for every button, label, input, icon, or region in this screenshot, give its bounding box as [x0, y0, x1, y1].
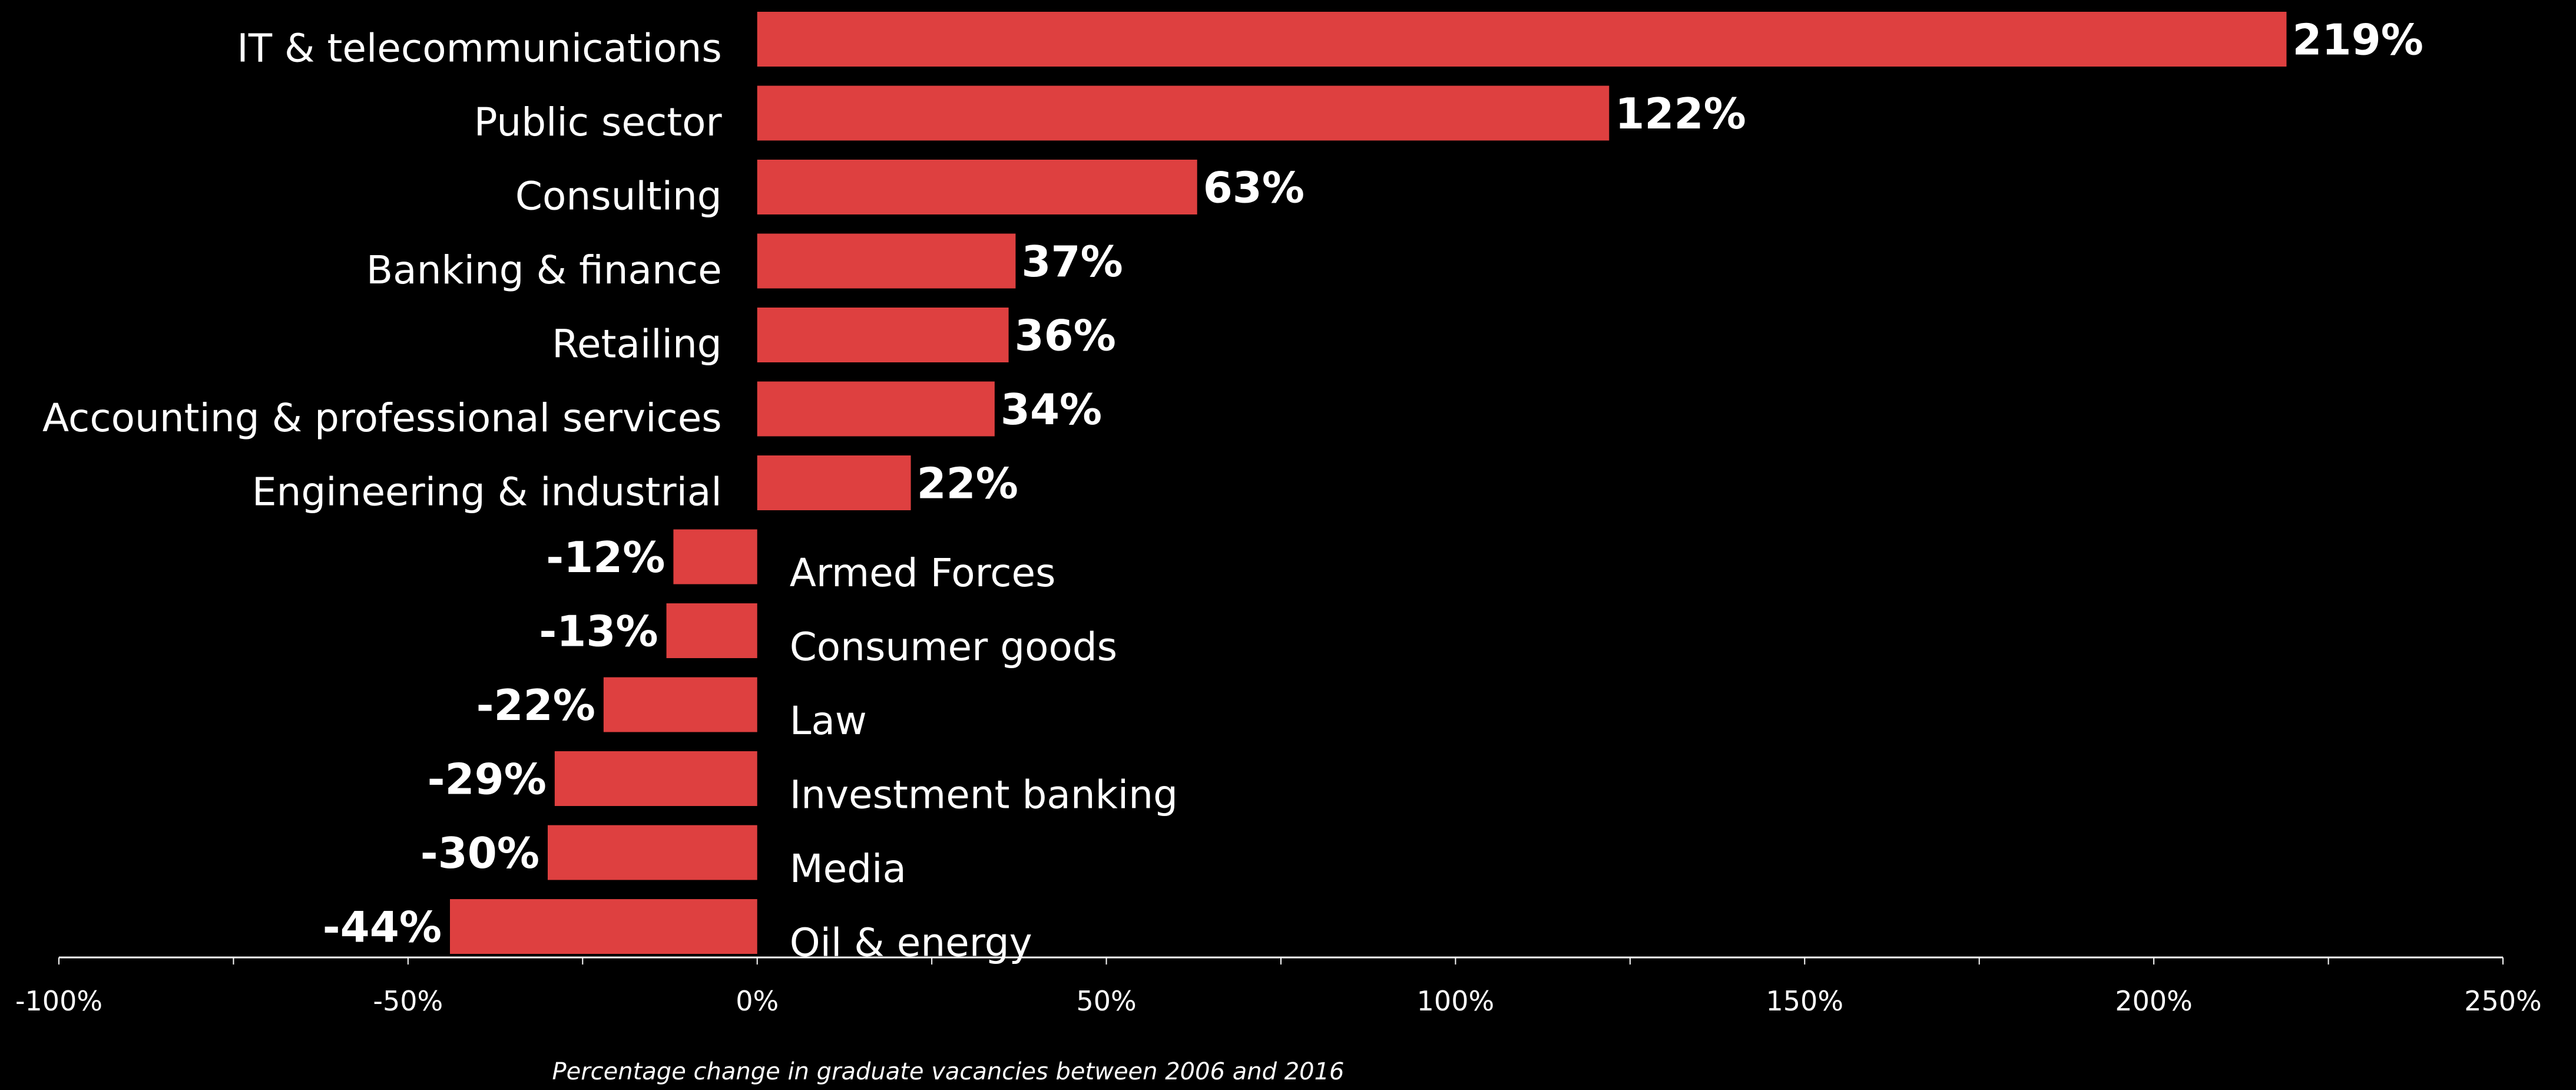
- bar-value-label: 63%: [1203, 163, 1304, 213]
- bar-value-label: 34%: [1001, 385, 1102, 434]
- x-tick-label: 100%: [1417, 985, 1495, 1017]
- category-label: Banking & finance: [366, 247, 722, 293]
- category-label: IT & telecommunications: [237, 26, 721, 71]
- bar-value-label: 22%: [917, 459, 1018, 508]
- category-label: Media: [790, 846, 906, 891]
- bar: [757, 160, 1197, 214]
- bar-value-label: 36%: [1015, 311, 1116, 361]
- category-label: Law: [790, 698, 867, 744]
- bar-value-label: 37%: [1021, 237, 1123, 286]
- bar-value-label: -44%: [323, 903, 442, 952]
- bar: [757, 455, 911, 510]
- x-tick-label: 250%: [2464, 985, 2542, 1017]
- x-axis-ticks: -100% -50% 0% 50% 100% 150% 200% 250%: [15, 957, 2542, 1017]
- x-axis-title: Percentage change in graduate vacancies …: [552, 1058, 1344, 1085]
- bar-value-label: 122%: [1615, 89, 1746, 138]
- bar-value-label: -12%: [546, 533, 665, 582]
- bar: [757, 381, 995, 437]
- bar: [673, 529, 757, 584]
- bar: [554, 751, 757, 806]
- bar: [450, 899, 757, 954]
- bar: [757, 85, 1610, 141]
- category-label: Accounting & professional services: [42, 395, 722, 441]
- bar-value-label: -29%: [428, 755, 547, 804]
- x-tick-label: 150%: [1766, 985, 1844, 1017]
- category-label: Engineering & industrial: [252, 470, 722, 515]
- bar: [757, 233, 1016, 289]
- bar-value-label: -30%: [420, 828, 539, 878]
- category-label: Consulting: [515, 174, 722, 219]
- bar-value-label: -22%: [476, 681, 595, 730]
- bar: [548, 825, 757, 880]
- x-tick-label: 200%: [2115, 985, 2193, 1017]
- category-label: Public sector: [474, 100, 723, 145]
- category-label: Investment banking: [790, 772, 1178, 818]
- x-tick-label: 0%: [736, 985, 779, 1017]
- category-label: Oil & energy: [790, 920, 1032, 966]
- x-tick-label: 50%: [1076, 985, 1136, 1017]
- bar: [666, 603, 757, 658]
- bar-value-label: -13%: [539, 607, 658, 656]
- bar: [757, 308, 1009, 362]
- category-label: Retailing: [552, 322, 722, 367]
- bar: [757, 12, 2287, 67]
- bar: [603, 677, 757, 732]
- bar-value-label: 219%: [2292, 15, 2423, 65]
- x-tick-label: -100%: [15, 985, 102, 1017]
- category-label: Armed Forces: [790, 550, 1056, 596]
- category-label: Consumer goods: [790, 625, 1117, 670]
- x-tick-label: -50%: [373, 985, 443, 1017]
- bars-layer: 219% IT & telecommunications 122% Public se…: [42, 12, 2423, 966]
